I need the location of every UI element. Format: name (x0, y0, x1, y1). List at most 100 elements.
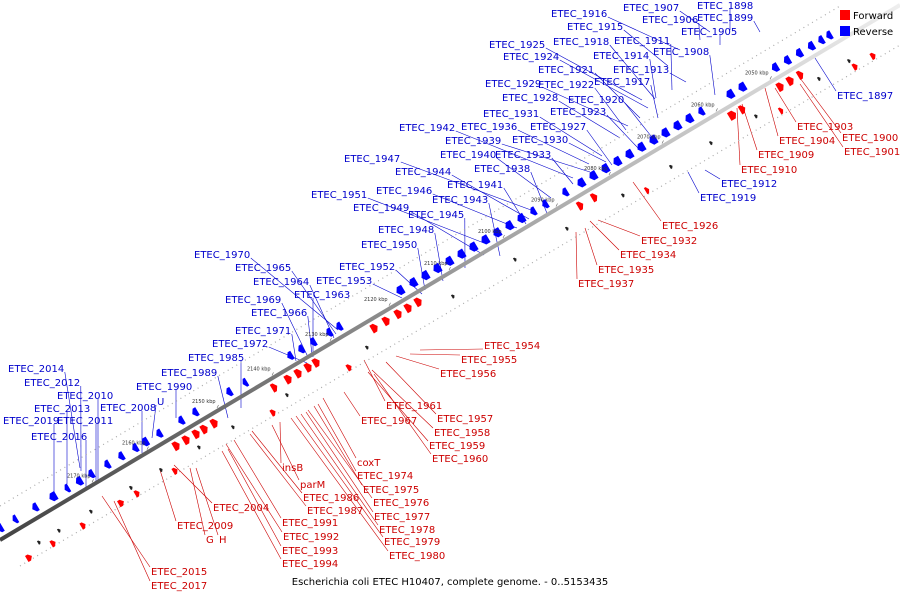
forward-gene-label-etec-1958: ETEC_1958 (434, 428, 490, 439)
reverse-gene-arrow (433, 262, 443, 274)
reverse-gene-label-etec-1963: ETEC_1963 (294, 290, 350, 301)
reverse-gene-arrow (178, 415, 186, 425)
reverse-gene-arrow (698, 106, 706, 116)
reverse-gene-label-etec-1941: ETEC_1941 (447, 180, 503, 191)
forward-gene-arrow (269, 383, 278, 393)
reverse-gene-label-etec-1906: ETEC_1906 (642, 15, 698, 26)
reverse-gene-connector (679, 10, 711, 33)
forward-gene-label-etec-1961: ETEC_1961 (386, 401, 442, 412)
forward-gene-label-etec-1937: ETEC_1937 (578, 279, 634, 290)
forward-gene-label-h: H (219, 535, 227, 546)
reverse-gene-label-etec-1949: ETEC_1949 (353, 203, 409, 214)
forward-gene-connector (251, 430, 303, 494)
reverse-gene-label-etec-1943: ETEC_1943 (432, 195, 488, 206)
forward-gene-label-etec-1957: ETEC_1957 (437, 414, 493, 425)
reverse-gene-arrow (783, 55, 793, 65)
reverse-gene-arrow (75, 475, 85, 486)
scale-tick-label: 2140 kbp (247, 366, 271, 372)
reverse-gene-label-etec-1907: ETEC_1907 (623, 3, 679, 14)
reverse-gene-label-etec-1920: ETEC_1920 (568, 95, 624, 106)
scale-tick-label: 2050 kbp (745, 70, 769, 76)
reverse-gene-connector (501, 143, 591, 173)
forward-gene-connector (385, 361, 437, 415)
reverse-gene-label-etec-1971: ETEC_1971 (235, 326, 291, 337)
forward-gene-label-etec-1967: ETEC_1967 (361, 416, 417, 427)
reverse-gene-label-etec-1952: ETEC_1952 (339, 262, 395, 273)
reverse-gene-arrow (12, 514, 20, 524)
reverse-gene-arrow (589, 170, 599, 181)
forward-gene-label-etec-1900: ETEC_1900 (842, 133, 898, 144)
reverse-gene-arrow (64, 483, 72, 493)
gene-labels: ETEC_1898 ETEC_1907 ETEC_1899 ETEC_1916 ETEC… (3, 1, 900, 592)
forward-gene-label-etec-1993: ETEC_1993 (282, 546, 338, 557)
reverse-gene-connector (607, 16, 681, 51)
reverse-gene-label-etec-1898: ETEC_1898 (697, 1, 753, 12)
forward-gene-arrow (403, 303, 412, 314)
forward-gene-arrow (171, 467, 178, 475)
scale-tick (608, 171, 611, 176)
outer-dotted-ring (0, 5, 841, 507)
reverse-gene-arrow (421, 269, 431, 281)
forward-gene-connector (101, 495, 151, 568)
forward-gene-connector (736, 107, 741, 166)
scale-tick (329, 337, 332, 341)
forward-gene-arrow (851, 63, 858, 71)
reverse-gene-arrow (625, 148, 635, 159)
forward-gene-arrow (369, 323, 378, 334)
reverse-gene-label-etec-1972: ETEC_1972 (212, 339, 268, 350)
reverse-gene-connector (568, 142, 607, 163)
genome-backbone (0, 3, 900, 542)
reverse-gene-connector (291, 333, 297, 362)
minor-feature-mark (56, 528, 61, 533)
reverse-gene-connector (451, 174, 530, 220)
forward-gene-connector (799, 77, 842, 134)
scale-tick (769, 76, 772, 80)
forward-gene-connector (419, 348, 484, 351)
reverse-gene-connector (281, 302, 309, 358)
forward-gene-label-etec-1932: ETEC_1932 (641, 236, 697, 247)
forward-gene-connector (774, 87, 797, 123)
forward-gene-arrow (181, 435, 190, 446)
forward-gene-label-etec-1910: ETEC_1910 (741, 165, 797, 176)
forward-gene-connector (799, 83, 844, 148)
forward-gene-connector (367, 371, 429, 442)
reverse-gene-label-etec-1939: ETEC_1939 (445, 136, 501, 147)
reverse-gene-connector (434, 232, 444, 282)
scale-tick (502, 234, 505, 239)
scale-tick-label: 2160 kbp (122, 441, 146, 447)
forward-gene-label-etec-1994: ETEC_1994 (282, 559, 338, 570)
reverse-gene-label-etec-1913: ETEC_1913 (613, 65, 669, 76)
forward-gene-connector (225, 443, 283, 533)
forward-gene-arrow (726, 110, 736, 121)
forward-gene-connector (189, 467, 206, 536)
forward-gene-connector (249, 433, 307, 507)
forward-gene-label-etec-1909: ETEC_1909 (758, 150, 814, 161)
forward-gene-arrow (795, 70, 804, 80)
reverse-gene-label-etec-1924: ETEC_1924 (503, 52, 559, 63)
forward-gene-connector (409, 353, 461, 356)
reverse-gene-connector (307, 315, 313, 356)
reverse-gene-arrow (409, 277, 419, 288)
reverse-gene-arrow (481, 234, 491, 245)
forward-gene-connector (373, 373, 432, 455)
reverse-gene-arrow (298, 344, 306, 354)
forward-gene-arrow (25, 554, 32, 562)
scale-ticks: 2050 kbp 2060 kbp 2070 kbp 2080 kbp 2090 kbp… (67, 70, 772, 483)
scale-tick-label: 2120 kbp (364, 297, 388, 303)
forward-gene-label-insb: insB (282, 463, 303, 474)
forward-gene-connector (305, 411, 374, 513)
forward-gene-arrow (775, 82, 784, 93)
reverse-gene-connector (250, 257, 339, 331)
reverse-gene-label-etec-1917: ETEC_1917 (594, 77, 650, 88)
reverse-gene-label-etec-1969: ETEC_1969 (225, 295, 281, 306)
reverse-gene-connector (624, 102, 652, 137)
forward-gene-label-etec-1935: ETEC_1935 (598, 265, 654, 276)
scale-tick-label: 2100 kbp (478, 229, 502, 235)
reverse-gene-connector (650, 84, 659, 119)
reverse-gene-connector (669, 72, 687, 83)
forward-gene-connector (227, 448, 282, 547)
forward-gene-arrow (283, 374, 292, 385)
scale-tick-label: 2150 kbp (192, 399, 216, 405)
reverse-gene-label-etec-1908: ETEC_1908 (653, 47, 709, 58)
